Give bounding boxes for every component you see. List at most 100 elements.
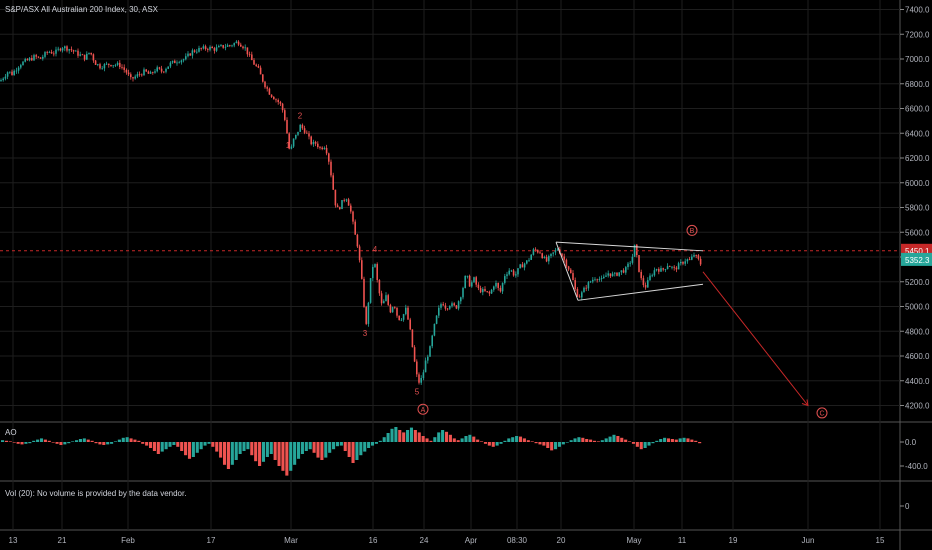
ao-bar	[515, 436, 519, 442]
time-axis[interactable]: 13 21 Feb 17 Mar 16 24 Apr 08:30 20 May 11 19 Jun 15	[9, 536, 885, 545]
candle	[504, 273, 506, 285]
candle	[237, 40, 240, 47]
candle	[369, 278, 372, 304]
candle	[548, 254, 550, 265]
candle	[68, 48, 70, 54]
candle	[9, 71, 11, 74]
candle	[570, 268, 572, 274]
ao-bar	[86, 439, 90, 442]
ao-bar	[254, 442, 258, 462]
wave-label[interactable]: 3	[363, 329, 368, 338]
candle	[189, 52, 191, 56]
candle	[88, 52, 90, 55]
candle	[187, 51, 189, 58]
ao-bar	[421, 436, 425, 442]
ao-bar	[133, 439, 137, 442]
candle	[464, 275, 466, 289]
candle	[319, 145, 321, 150]
candle	[213, 46, 216, 54]
candle	[488, 290, 491, 297]
ao-bar	[78, 439, 82, 442]
candle	[259, 65, 262, 75]
candle	[578, 294, 581, 298]
ao-bar	[542, 442, 546, 446]
ao-axis[interactable]: 0.0 -400.0	[900, 438, 928, 471]
candle	[697, 253, 700, 261]
candle	[70, 46, 73, 53]
wave-circle-label[interactable]: A	[417, 403, 429, 415]
ao-bar	[129, 438, 133, 442]
candle	[46, 50, 48, 55]
candle	[257, 64, 260, 69]
candle	[427, 354, 429, 364]
candle	[471, 280, 473, 288]
wave-label[interactable]: 2	[298, 111, 303, 120]
candle	[220, 43, 222, 47]
ao-bar	[277, 442, 281, 466]
price-axis[interactable]: 7400.0 7200.0 7000.0 6800.0 6600.0 6400.0 6200…	[900, 6, 932, 411]
candle	[127, 69, 130, 76]
candle	[675, 266, 678, 273]
volume-pane-title: Vol (20): No volume is provided by the d…	[5, 489, 186, 498]
ao-bar	[530, 441, 534, 442]
ao-bar	[300, 442, 304, 454]
wave-circle-label[interactable]: C	[816, 407, 828, 419]
ao-bar	[160, 442, 164, 452]
candle	[605, 272, 607, 277]
price-tick-label: 5000.0	[905, 303, 930, 312]
candle	[286, 117, 288, 134]
ao-bar	[359, 442, 363, 456]
ao-pane-title: AO	[5, 428, 17, 437]
candle	[97, 63, 99, 67]
candle	[552, 252, 554, 257]
candle	[600, 275, 603, 282]
candle	[20, 63, 22, 70]
candle	[308, 131, 310, 140]
ao-bar	[398, 430, 402, 442]
candle	[385, 292, 387, 302]
wave-label[interactable]: 5	[415, 387, 420, 396]
candle	[466, 275, 469, 279]
drawings[interactable]: 1 2 3 4 5 A B C	[0, 111, 900, 419]
candle	[669, 265, 671, 267]
candle	[202, 44, 205, 50]
candle	[658, 267, 660, 275]
ao-bar	[437, 432, 441, 442]
candle	[262, 74, 264, 83]
ao-tick-label: 0.0	[905, 438, 917, 447]
ao-bar	[222, 442, 227, 465]
candle	[640, 269, 642, 281]
price-tick-label: 7400.0	[905, 6, 930, 15]
ao-bar	[145, 442, 149, 446]
candle	[24, 57, 26, 63]
projection-arrow[interactable]	[702, 271, 809, 407]
candle	[242, 45, 244, 50]
candle	[356, 233, 359, 249]
wave-label[interactable]: 1	[286, 141, 291, 150]
candle	[290, 144, 293, 150]
candle	[253, 58, 255, 65]
ao-bar	[659, 439, 663, 442]
ao-bar	[51, 442, 55, 443]
candle	[35, 53, 37, 59]
ao-bar	[152, 442, 156, 451]
triangle-pattern[interactable]	[555, 241, 704, 301]
ao-bar	[409, 427, 414, 442]
candle	[482, 287, 484, 296]
candle	[475, 275, 477, 288]
ao-bar	[90, 440, 94, 442]
volume-axis[interactable]: 0	[900, 502, 910, 511]
wave-label[interactable]: 4	[373, 245, 378, 254]
candle	[138, 71, 141, 77]
candle	[235, 40, 238, 44]
candle	[193, 49, 196, 53]
wave-circle-label[interactable]: B	[686, 224, 698, 236]
ao-bar	[261, 442, 266, 462]
candle	[609, 273, 612, 278]
candle	[350, 203, 352, 214]
ao-bar	[565, 442, 569, 443]
ao-bar	[94, 442, 98, 444]
time-tick-label: 20	[557, 536, 566, 545]
ao-bar	[655, 440, 659, 442]
